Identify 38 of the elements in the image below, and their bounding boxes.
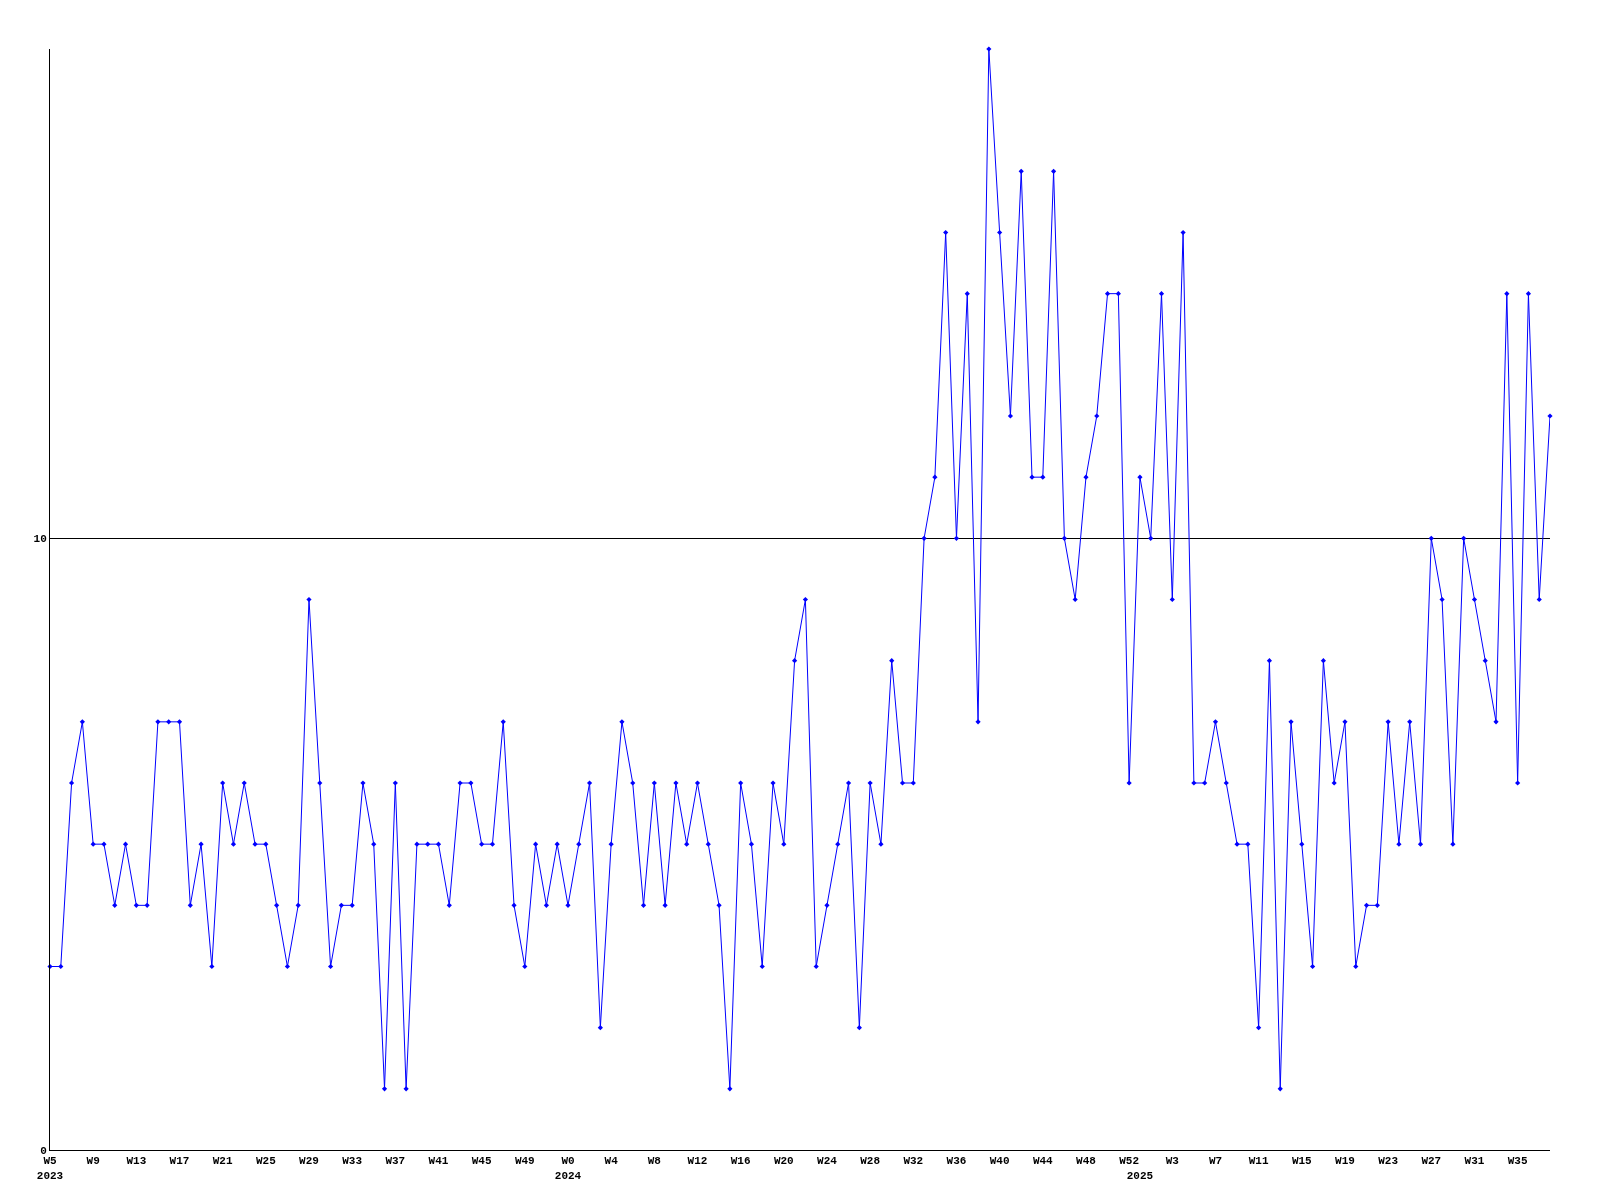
x-tick-label: W13 [126,1155,147,1168]
x-tick-label: W41 [428,1155,449,1168]
x-tick-label: W36 [946,1155,967,1168]
x-tick-label: W16 [730,1155,751,1168]
x-tick-label: W35 [1507,1155,1528,1168]
x-tick-label: W0 2024 [554,1155,582,1182]
x-tick-label: W40 [989,1155,1010,1168]
x-tick-label: W17 [169,1155,190,1168]
x-tick-label: W24 [817,1155,838,1168]
x-tick-label: W32 [903,1155,924,1168]
x-tick-label: W44 [1032,1155,1054,1168]
x-tick-label: W25 [255,1155,277,1168]
x-tick-label: W4 [604,1155,619,1168]
x-tick-label: W8 [647,1155,662,1168]
x-tick-label: W20 [773,1155,794,1168]
x-tick-label: W12 [687,1155,708,1168]
x-tick-label: 2025 [1126,1169,1154,1182]
x-tick-label: W7 [1208,1155,1223,1168]
x-tick-label: W28 [860,1155,881,1168]
y-tick-label: 0 [40,1144,47,1157]
x-tick-label: W49 [514,1155,535,1168]
x-tick-label: W45 [471,1155,492,1168]
x-tick-label: W31 [1464,1155,1485,1168]
x-tick-label: W23 [1378,1155,1399,1168]
x-tick-label: W37 [385,1155,406,1168]
x-tick-label: W33 [342,1155,363,1168]
x-tick-label: W3 [1165,1155,1180,1168]
x-tick-label: W52 [1119,1155,1140,1168]
x-tick-label: W48 [1076,1155,1097,1168]
x-tick-label: W29 [299,1155,319,1168]
x-tick-label: W9 [86,1155,100,1168]
x-tick-label: W19 [1335,1155,1355,1168]
x-tick-label: W21 [212,1155,233,1168]
x-tick-label: W15 [1291,1155,1313,1168]
x-tick-label: W11 [1248,1155,1269,1168]
x-tick-label: W5 2023 [36,1155,64,1182]
y-tick-label: 10 [33,533,47,546]
x-tick-label: W27 [1421,1155,1442,1168]
